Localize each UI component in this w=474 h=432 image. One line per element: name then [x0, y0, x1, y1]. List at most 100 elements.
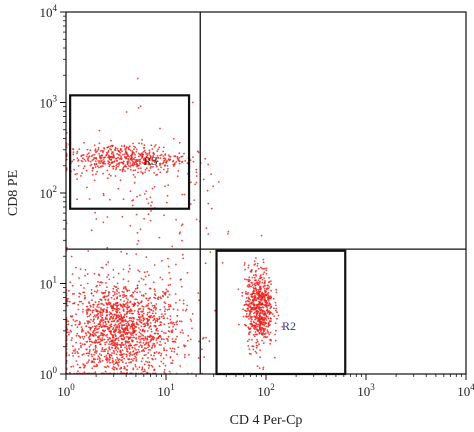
data-point [146, 153, 149, 155]
data-point [251, 296, 253, 299]
data-point [250, 316, 253, 318]
data-point [97, 148, 100, 151]
data-point [245, 293, 248, 295]
data-point [253, 307, 256, 310]
data-point [142, 348, 145, 351]
data-point [148, 361, 151, 363]
data-point [164, 292, 167, 295]
data-point [270, 283, 273, 285]
data-point [145, 190, 148, 193]
data-point [170, 321, 173, 323]
data-point [106, 314, 108, 317]
data-point [180, 320, 183, 323]
data-point [155, 174, 158, 176]
data-point [163, 306, 166, 308]
data-point [93, 153, 96, 156]
data-point [244, 300, 247, 303]
data-point [258, 367, 261, 369]
data-point [118, 164, 120, 166]
data-point [263, 304, 265, 306]
data-point [268, 310, 271, 312]
data-point [246, 310, 248, 313]
data-point [99, 298, 102, 301]
data-point [130, 339, 133, 341]
data-point [120, 359, 123, 362]
data-point [110, 333, 113, 336]
data-point [141, 368, 144, 370]
data-point [172, 308, 175, 311]
data-point [135, 356, 138, 359]
data-point [257, 323, 260, 326]
data-point [86, 273, 89, 275]
data-point [132, 291, 135, 294]
data-point [113, 331, 116, 333]
data-point [163, 214, 166, 217]
data-point [146, 319, 149, 321]
data-point [116, 309, 119, 312]
data-point [164, 294, 167, 296]
data-point [93, 328, 96, 330]
data-point [262, 332, 265, 335]
data-point [141, 156, 144, 158]
data-point [205, 227, 208, 230]
data-point [110, 354, 112, 356]
data-point [107, 149, 110, 152]
data-point [77, 370, 79, 373]
data-point [157, 296, 160, 299]
data-point [106, 333, 109, 336]
data-point [80, 284, 82, 287]
data-point [122, 268, 125, 271]
data-point [83, 353, 85, 355]
data-point [119, 169, 121, 171]
data-point [86, 186, 88, 189]
data-point [93, 144, 96, 147]
data-point [155, 162, 158, 164]
data-point [259, 349, 261, 351]
data-point [99, 360, 102, 363]
data-point [160, 352, 163, 355]
data-point [144, 292, 147, 295]
data-point [153, 368, 156, 371]
data-point [150, 204, 152, 207]
data-point [112, 290, 114, 293]
data-point [72, 153, 75, 156]
data-point [106, 336, 109, 339]
data-point [91, 309, 94, 312]
data-point [99, 162, 102, 165]
data-point [244, 278, 246, 281]
data-point [204, 157, 207, 160]
data-point [89, 160, 92, 163]
data-point [81, 328, 84, 330]
data-point [69, 281, 72, 284]
data-point [165, 349, 168, 352]
data-point [251, 284, 254, 286]
data-point [128, 160, 130, 162]
data-point [106, 365, 109, 367]
data-point [97, 331, 99, 334]
data-point [120, 343, 123, 345]
data-point [156, 342, 159, 344]
data-point [146, 313, 149, 316]
data-point [95, 157, 97, 159]
data-point [121, 170, 124, 173]
data-point [89, 328, 92, 331]
data-point [96, 350, 98, 353]
data-point [255, 341, 258, 344]
data-point [111, 314, 114, 316]
data-point [135, 161, 137, 164]
data-point [147, 352, 150, 354]
data-point [253, 290, 255, 292]
data-point [110, 325, 113, 328]
data-point [95, 341, 97, 343]
data-point [118, 150, 121, 153]
data-point [258, 293, 261, 296]
data-point [145, 159, 148, 162]
data-point [156, 337, 158, 340]
data-point [115, 159, 118, 162]
data-point [136, 195, 139, 198]
data-point [94, 149, 96, 152]
data-point [273, 315, 276, 317]
data-point [122, 198, 125, 201]
data-point [118, 361, 120, 364]
data-point [148, 345, 151, 347]
